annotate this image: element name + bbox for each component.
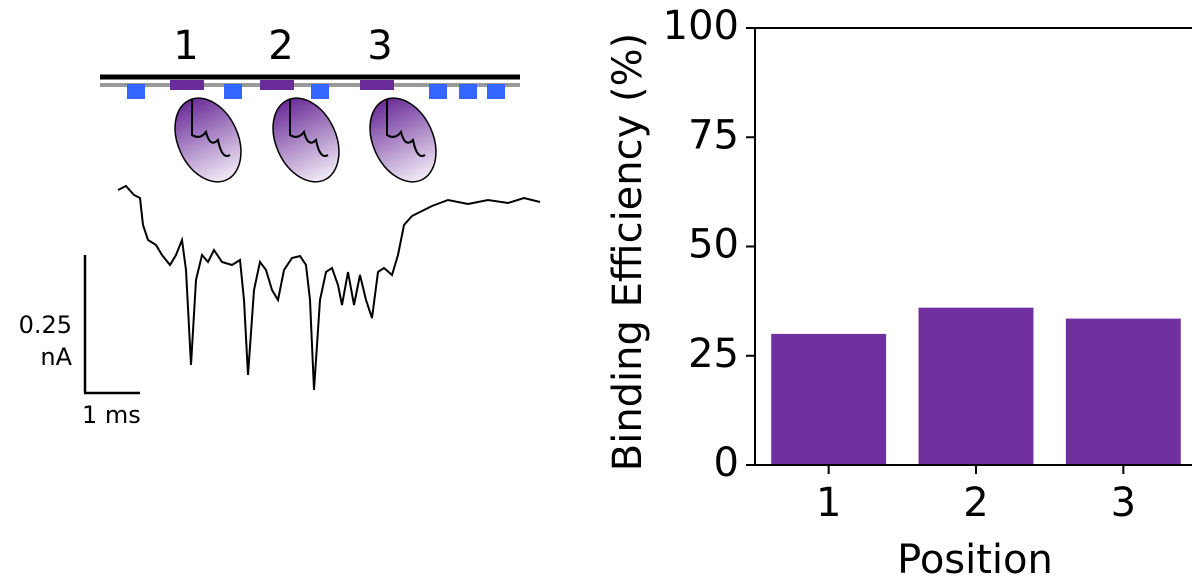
position-label: 3: [367, 23, 392, 69]
y-tick-label: 0: [714, 440, 739, 486]
x-tick-label: 2: [963, 480, 988, 526]
pore-diagram: 1 2 3 0.25 nA 1 ms: [19, 23, 541, 429]
y-tick-label: 50: [688, 222, 739, 268]
scale-time-label: 1 ms: [82, 401, 141, 429]
y-tick-label: 100: [663, 3, 739, 49]
blue-blocks: [127, 84, 505, 99]
proteins: [170, 80, 437, 183]
y-tick-label: 75: [688, 112, 739, 158]
scale-current-label: nA: [40, 343, 72, 371]
x-axis-label: Position: [897, 537, 1053, 583]
x-tick-label: 3: [1111, 480, 1136, 526]
current-trace: [117, 184, 541, 391]
y-axis-label: Binding Efficiency (%): [605, 33, 651, 471]
position-label: 2: [268, 23, 293, 69]
bar: [771, 333, 887, 465]
y-tick-label: 25: [688, 331, 739, 377]
position-label: 1: [173, 23, 198, 69]
scale-current-label: 0.25: [19, 311, 72, 339]
bar: [918, 307, 1034, 465]
x-tick-label: 1: [816, 480, 841, 526]
bar-chart: Binding Efficiency (%) Position 0 25 50 75 1…: [605, 3, 1192, 583]
bar: [1065, 318, 1181, 465]
